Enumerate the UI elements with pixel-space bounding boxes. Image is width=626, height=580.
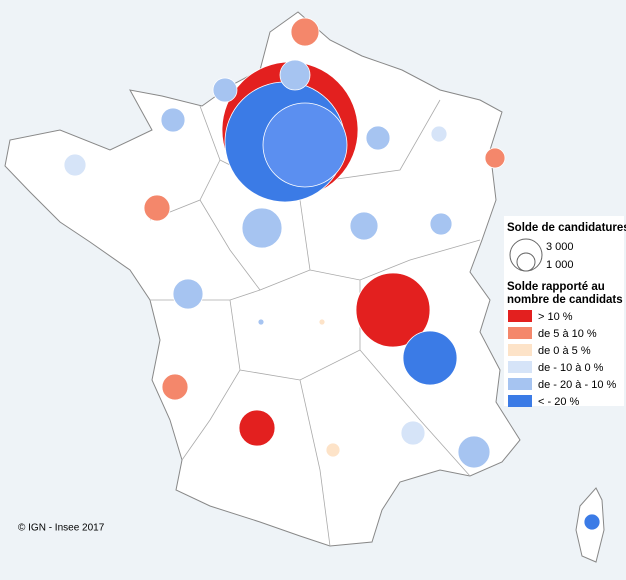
bubble <box>400 420 426 446</box>
legend-swatch <box>508 378 532 390</box>
size-label: 3 000 <box>546 241 574 253</box>
bubbles <box>63 17 601 531</box>
legend-swatch <box>508 395 532 407</box>
bubble <box>325 442 341 458</box>
mainland <box>4 11 521 547</box>
bubble <box>457 435 491 469</box>
bubble <box>429 212 453 236</box>
bubble <box>355 272 431 348</box>
legend-label: de 5 à 10 % <box>538 328 597 340</box>
bubble <box>257 318 265 326</box>
bubble <box>161 373 189 401</box>
legend-size-title: Solde de candidatures <box>507 222 626 234</box>
bubble <box>484 147 506 169</box>
legend-label: > 10 % <box>538 311 573 323</box>
credit: © IGN - Insee 2017 <box>18 523 105 534</box>
size-symbol <box>516 252 536 272</box>
bubble <box>262 102 348 188</box>
size-label: 1 000 <box>546 259 574 271</box>
bubble <box>172 278 204 310</box>
legend-label: de - 10 à 0 % <box>538 362 604 374</box>
bubble <box>290 17 320 47</box>
legend-swatch <box>508 327 532 339</box>
legend: Solde de candidatures 3 000 1 000 Solde … <box>504 216 626 408</box>
bubble <box>583 513 601 531</box>
bubble <box>160 107 186 133</box>
bubble <box>63 153 87 177</box>
legend-swatch <box>508 361 532 373</box>
bubble <box>402 330 458 386</box>
bubble <box>212 77 238 103</box>
bubble <box>143 194 171 222</box>
legend-label: de - 20 à - 10 % <box>538 379 616 391</box>
legend-swatch <box>508 310 532 322</box>
bubble <box>241 207 283 249</box>
bubble <box>365 125 391 151</box>
bubble <box>279 59 311 91</box>
legend-swatch <box>508 344 532 356</box>
legend-label: de 0 à 5 % <box>538 345 591 357</box>
legend-color-title: Solde rapporté au <box>507 281 605 293</box>
bubble <box>430 125 448 143</box>
bubble <box>349 211 379 241</box>
legend-color-title: nombre de candidats <box>507 294 623 306</box>
legend-label: < - 20 % <box>538 396 579 408</box>
bubble <box>318 318 326 326</box>
bubble <box>238 409 276 447</box>
